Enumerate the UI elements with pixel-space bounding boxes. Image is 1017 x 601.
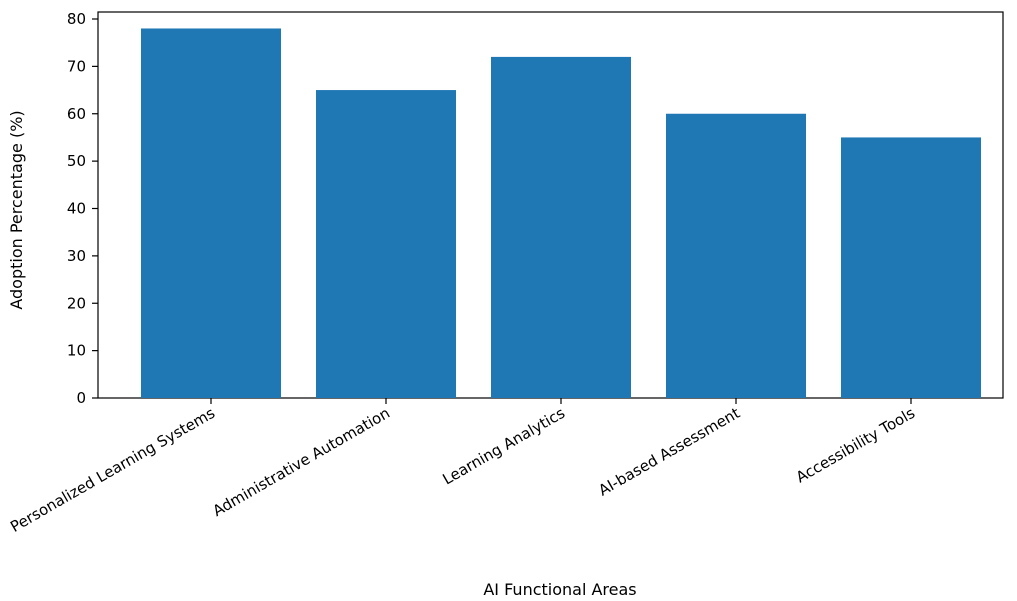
x-tick-label: Accessibility Tools [793,404,918,487]
y-tick-label: 20 [67,294,86,312]
x-tick-label: AI-based Assessment [595,404,743,500]
x-tick-label: Administrative Automation [210,404,393,520]
bar-4 [666,113,806,398]
x-tick-label: Learning Analytics [439,404,568,489]
bars-group [141,28,981,399]
x-axis: Personalized Learning SystemsAdministrat… [7,398,918,536]
bar-5 [841,137,981,398]
y-tick-label: 30 [67,247,86,265]
bar-2 [316,90,456,398]
y-axis: 0 10 20 30 40 50 60 70 80 [67,10,98,407]
y-tick-label: 10 [67,342,86,360]
y-axis-label: Adoption Percentage (%) [7,110,26,309]
y-tick-label: 70 [67,57,86,75]
y-tick-label: 50 [67,152,86,170]
y-tick-label: 0 [76,389,86,407]
bar-1 [141,28,281,398]
y-tick-label: 40 [67,200,86,218]
y-tick-label: 80 [67,10,86,28]
x-axis-label: AI Functional Areas [483,580,636,599]
bar-3 [491,56,631,399]
y-tick-label: 60 [67,105,86,123]
x-tick-label: Personalized Learning Systems [7,404,218,536]
